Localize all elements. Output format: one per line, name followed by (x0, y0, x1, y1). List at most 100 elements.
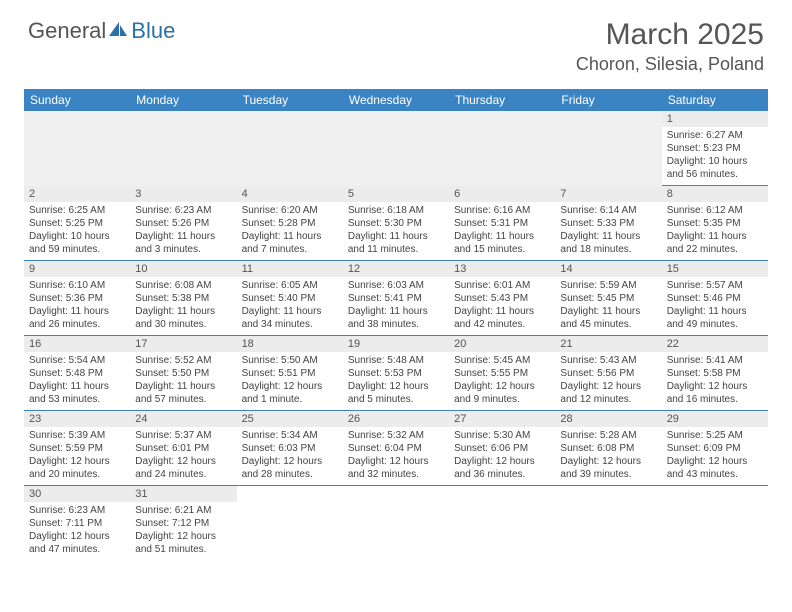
sunset-text: Sunset: 6:04 PM (348, 442, 444, 455)
day-info: Sunrise: 6:27 AMSunset: 5:23 PMDaylight:… (662, 127, 768, 185)
day-number: 22 (662, 336, 768, 352)
calendar-table: SundayMondayTuesdayWednesdayThursdayFrid… (24, 89, 768, 560)
sunset-text: Sunset: 5:56 PM (560, 367, 656, 380)
week-row: 9Sunrise: 6:10 AMSunset: 5:36 PMDaylight… (24, 261, 768, 336)
sunset-text: Sunset: 5:51 PM (242, 367, 338, 380)
day-cell: 21Sunrise: 5:43 AMSunset: 5:56 PMDayligh… (555, 336, 661, 411)
daylight-text: Daylight: 11 hours and 30 minutes. (135, 305, 231, 331)
sunrise-text: Sunrise: 6:14 AM (560, 204, 656, 217)
sunset-text: Sunset: 6:08 PM (560, 442, 656, 455)
daylight-text: Daylight: 11 hours and 38 minutes. (348, 305, 444, 331)
day-info: Sunrise: 6:20 AMSunset: 5:28 PMDaylight:… (237, 202, 343, 260)
day-cell: 29Sunrise: 5:25 AMSunset: 6:09 PMDayligh… (662, 411, 768, 486)
location-text: Choron, Silesia, Poland (576, 54, 764, 75)
day-info: Sunrise: 5:50 AMSunset: 5:51 PMDaylight:… (237, 352, 343, 410)
week-row: 16Sunrise: 5:54 AMSunset: 5:48 PMDayligh… (24, 336, 768, 411)
sunrise-text: Sunrise: 6:25 AM (29, 204, 125, 217)
day-cell: 14Sunrise: 5:59 AMSunset: 5:45 PMDayligh… (555, 261, 661, 336)
day-number: 31 (130, 486, 236, 502)
logo-text-1: General (28, 18, 106, 44)
day-info: Sunrise: 5:34 AMSunset: 6:03 PMDaylight:… (237, 427, 343, 485)
day-info: Sunrise: 6:03 AMSunset: 5:41 PMDaylight:… (343, 277, 449, 335)
week-row: 1Sunrise: 6:27 AMSunset: 5:23 PMDaylight… (24, 111, 768, 186)
sunset-text: Sunset: 5:43 PM (454, 292, 550, 305)
day-number: 1 (662, 111, 768, 127)
day-info: Sunrise: 6:16 AMSunset: 5:31 PMDaylight:… (449, 202, 555, 260)
day-cell: 6Sunrise: 6:16 AMSunset: 5:31 PMDaylight… (449, 186, 555, 261)
sunrise-text: Sunrise: 5:57 AM (667, 279, 763, 292)
day-info: Sunrise: 6:23 AMSunset: 7:11 PMDaylight:… (24, 502, 130, 560)
daylight-text: Daylight: 11 hours and 15 minutes. (454, 230, 550, 256)
sunset-text: Sunset: 5:38 PM (135, 292, 231, 305)
day-cell: 8Sunrise: 6:12 AMSunset: 5:35 PMDaylight… (662, 186, 768, 261)
day-number: 11 (237, 261, 343, 277)
sunset-text: Sunset: 7:11 PM (29, 517, 125, 530)
day-cell: 9Sunrise: 6:10 AMSunset: 5:36 PMDaylight… (24, 261, 130, 336)
day-number: 4 (237, 186, 343, 202)
sunrise-text: Sunrise: 6:27 AM (667, 129, 763, 142)
day-cell (24, 111, 130, 186)
daylight-text: Daylight: 11 hours and 3 minutes. (135, 230, 231, 256)
day-number: 25 (237, 411, 343, 427)
sunrise-text: Sunrise: 6:23 AM (135, 204, 231, 217)
sunrise-text: Sunrise: 5:41 AM (667, 354, 763, 367)
sunrise-text: Sunrise: 6:01 AM (454, 279, 550, 292)
day-number: 5 (343, 186, 449, 202)
sunrise-text: Sunrise: 5:48 AM (348, 354, 444, 367)
day-cell: 1Sunrise: 6:27 AMSunset: 5:23 PMDaylight… (662, 111, 768, 186)
day-number: 19 (343, 336, 449, 352)
daylight-text: Daylight: 11 hours and 57 minutes. (135, 380, 231, 406)
daylight-text: Daylight: 11 hours and 18 minutes. (560, 230, 656, 256)
sunrise-text: Sunrise: 5:25 AM (667, 429, 763, 442)
daylight-text: Daylight: 11 hours and 11 minutes. (348, 230, 444, 256)
dayheader-monday: Monday (130, 89, 236, 111)
sunrise-text: Sunrise: 6:20 AM (242, 204, 338, 217)
sunset-text: Sunset: 5:25 PM (29, 217, 125, 230)
daylight-text: Daylight: 11 hours and 7 minutes. (242, 230, 338, 256)
day-cell: 2Sunrise: 6:25 AMSunset: 5:25 PMDaylight… (24, 186, 130, 261)
day-cell (449, 111, 555, 186)
day-info: Sunrise: 5:30 AMSunset: 6:06 PMDaylight:… (449, 427, 555, 485)
day-cell: 27Sunrise: 5:30 AMSunset: 6:06 PMDayligh… (449, 411, 555, 486)
day-info: Sunrise: 5:25 AMSunset: 6:09 PMDaylight:… (662, 427, 768, 485)
sunrise-text: Sunrise: 5:59 AM (560, 279, 656, 292)
sunrise-text: Sunrise: 5:54 AM (29, 354, 125, 367)
day-info: Sunrise: 5:41 AMSunset: 5:58 PMDaylight:… (662, 352, 768, 410)
page-title: March 2025 (576, 18, 764, 52)
day-cell: 5 Sunrise: 6:18 AMSunset: 5:30 PMDaylight… (343, 186, 449, 261)
day-cell (130, 111, 236, 186)
sunset-text: Sunset: 5:36 PM (29, 292, 125, 305)
daylight-text: Daylight: 12 hours and 12 minutes. (560, 380, 656, 406)
day-number: 20 (449, 336, 555, 352)
day-cell: 20Sunrise: 5:45 AMSunset: 5:55 PMDayligh… (449, 336, 555, 411)
sunset-text: Sunset: 5:53 PM (348, 367, 444, 380)
dayheader-friday: Friday (555, 89, 661, 111)
sunset-text: Sunset: 6:03 PM (242, 442, 338, 455)
day-cell (555, 486, 661, 561)
daylight-text: Daylight: 10 hours and 59 minutes. (29, 230, 125, 256)
sunrise-text: Sunrise: 6:12 AM (667, 204, 763, 217)
daylight-text: Daylight: 11 hours and 34 minutes. (242, 305, 338, 331)
daylight-text: Daylight: 12 hours and 20 minutes. (29, 455, 125, 481)
day-info: Sunrise: 6:25 AMSunset: 5:25 PMDaylight:… (24, 202, 130, 260)
sunset-text: Sunset: 5:30 PM (348, 217, 444, 230)
daylight-text: Daylight: 12 hours and 28 minutes. (242, 455, 338, 481)
sunset-text: Sunset: 5:41 PM (348, 292, 444, 305)
sail-icon (107, 18, 129, 44)
sunrise-text: Sunrise: 5:37 AM (135, 429, 231, 442)
day-cell: 26Sunrise: 5:32 AMSunset: 6:04 PMDayligh… (343, 411, 449, 486)
day-number: 7 (555, 186, 661, 202)
day-cell (662, 486, 768, 561)
dayheader-thursday: Thursday (449, 89, 555, 111)
daylight-text: Daylight: 12 hours and 9 minutes. (454, 380, 550, 406)
day-cell: 23Sunrise: 5:39 AMSunset: 5:59 PMDayligh… (24, 411, 130, 486)
day-cell: 4Sunrise: 6:20 AMSunset: 5:28 PMDaylight… (237, 186, 343, 261)
sunset-text: Sunset: 5:59 PM (29, 442, 125, 455)
sunrise-text: Sunrise: 6:18 AM (348, 204, 444, 217)
daylight-text: Daylight: 10 hours and 56 minutes. (667, 155, 763, 181)
day-cell: 10Sunrise: 6:08 AMSunset: 5:38 PMDayligh… (130, 261, 236, 336)
day-info: Sunrise: 5:28 AMSunset: 6:08 PMDaylight:… (555, 427, 661, 485)
calendar-head: SundayMondayTuesdayWednesdayThursdayFrid… (24, 89, 768, 111)
day-info: Sunrise: 5:43 AMSunset: 5:56 PMDaylight:… (555, 352, 661, 410)
sunrise-text: Sunrise: 6:21 AM (135, 504, 231, 517)
